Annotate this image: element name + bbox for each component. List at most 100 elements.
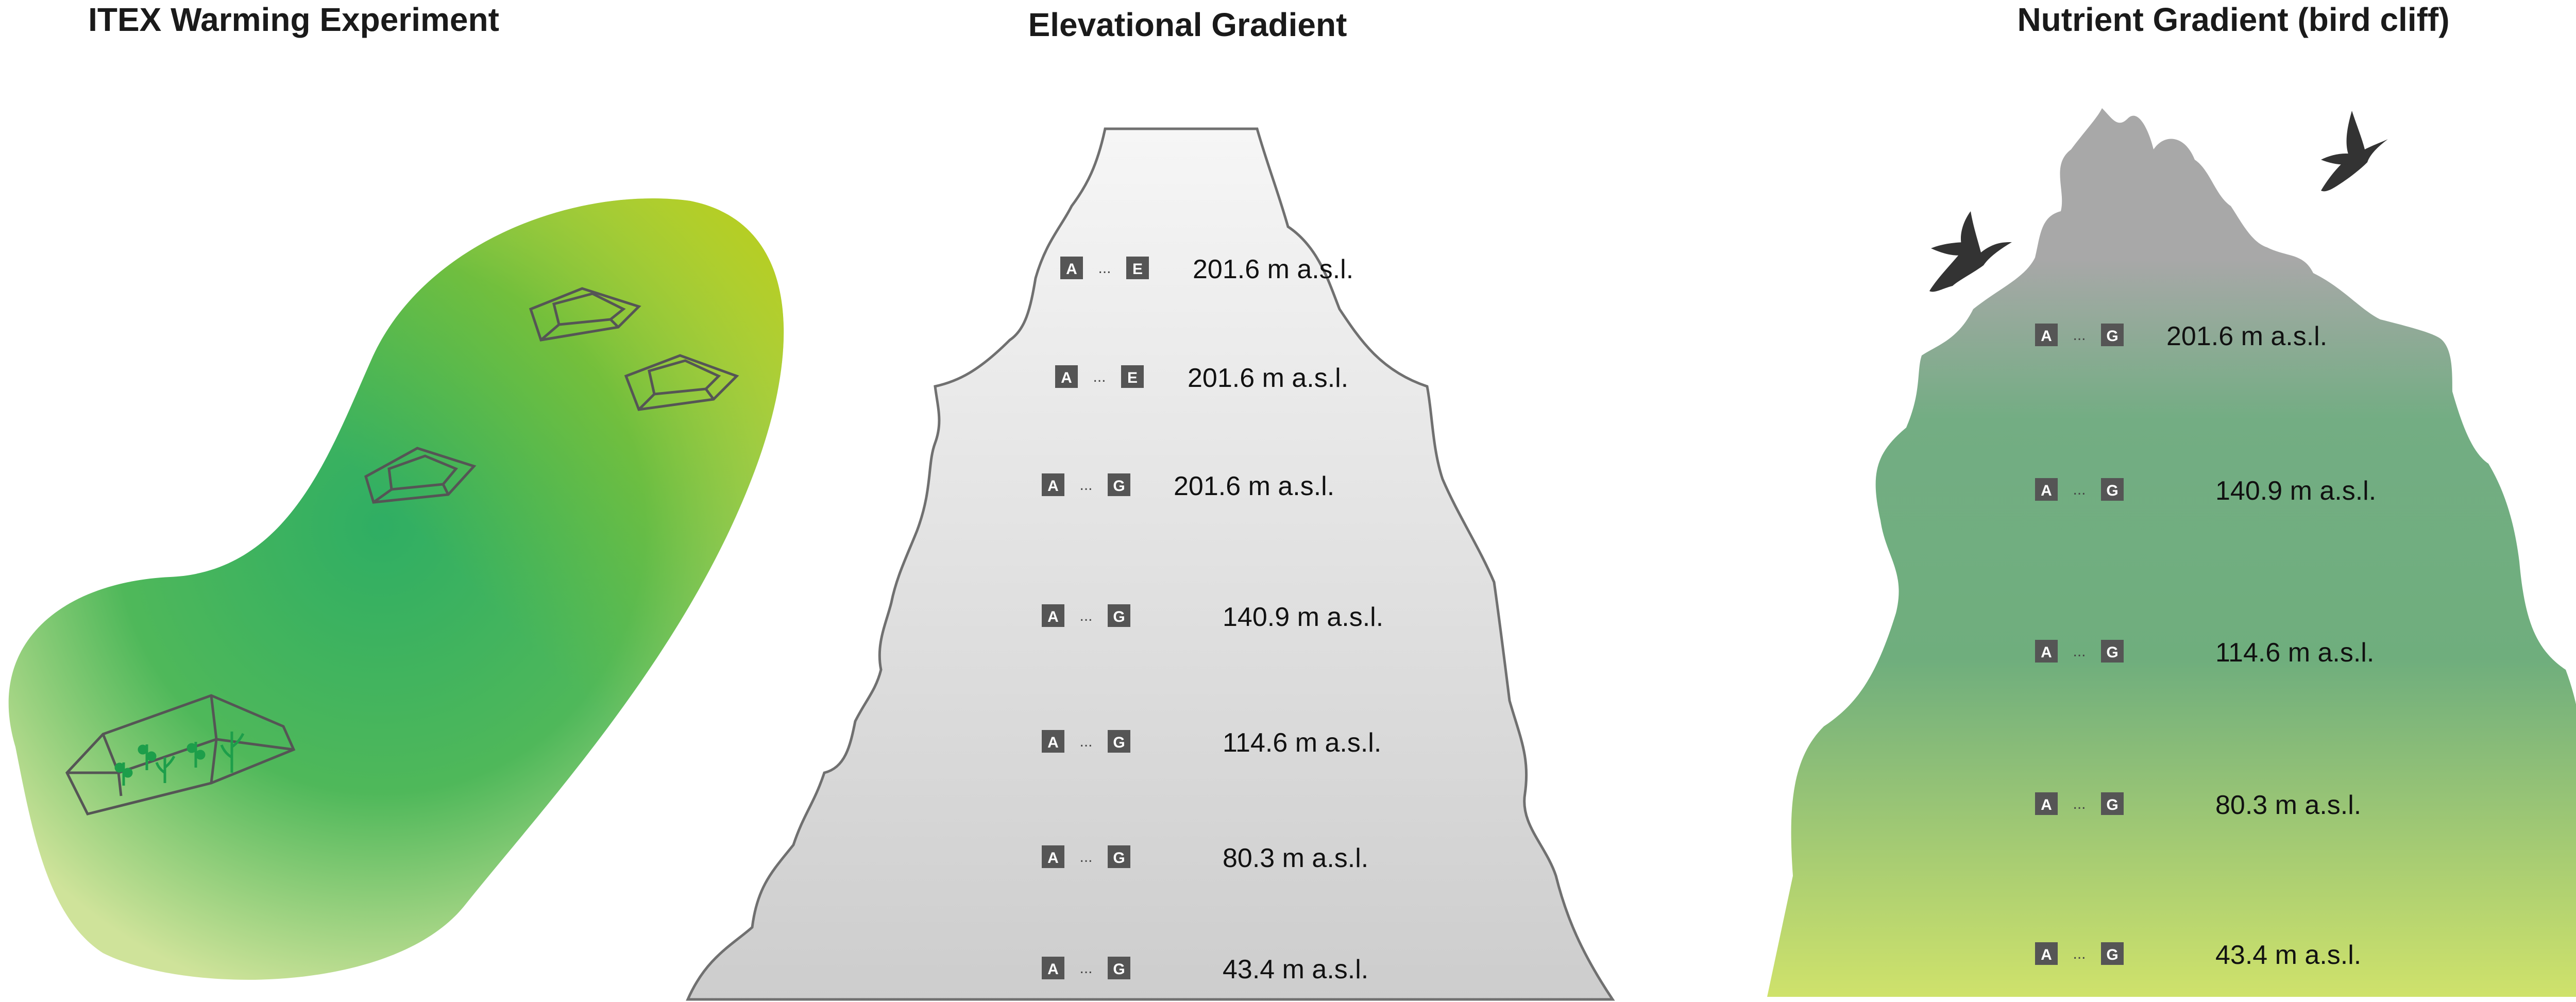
plot-end-badge-box — [1121, 365, 1144, 388]
elevation-label: 80.3 m a.s.l. — [2215, 790, 2361, 820]
plot-row: A... E 201.6 m a.s.l. — [1055, 363, 1348, 393]
elevation-label: 140.9 m a.s.l. — [1223, 602, 1383, 632]
nutrient-title: Nutrient Gradient (bird cliff) — [2017, 1, 2449, 38]
bird-icon — [2321, 111, 2388, 192]
plot-start-badge: A — [2041, 796, 2052, 813]
plot-start-badge-box — [2035, 640, 2058, 663]
plot-start-badge: A — [2041, 482, 2052, 499]
plot-start-badge-box — [1042, 473, 1064, 496]
plot-end-badge-box — [1108, 473, 1130, 496]
plot-end-badge: G — [1113, 961, 1125, 978]
bird-icon — [1929, 211, 2012, 292]
plot-start-badge-box — [2035, 324, 2058, 346]
plot-ellipsis: ... — [2073, 481, 2086, 498]
elevation-label: 201.6 m a.s.l. — [1188, 363, 1348, 393]
elevational-panel: Elevational Gradient A... E 201.6 m a.s.l.… — [686, 6, 1615, 1001]
plot-end-badge: G — [1113, 608, 1125, 625]
plot-start-badge: A — [1061, 369, 1072, 386]
plot-end-badge: G — [2106, 482, 2118, 499]
otc-chamber-icon — [624, 354, 739, 411]
plot-end-badge-box — [2101, 792, 2124, 815]
otc-chamber-icon — [364, 447, 477, 504]
plot-end-badge: G — [2106, 644, 2118, 661]
plot-row: A... G 201.6 m a.s.l. — [1042, 471, 1334, 501]
plot-end-badge: E — [1127, 369, 1138, 386]
bird-cliff-silhouette — [1767, 108, 2576, 997]
plant-icon — [114, 732, 245, 786]
plot-row: A... G 43.4 m a.s.l. — [2035, 940, 2361, 970]
plot-start-badge: A — [2041, 946, 2052, 963]
itex-panel: ITEX Warming Experiment — [8, 1, 784, 980]
plot-end-badge: G — [2106, 946, 2118, 963]
plot-ellipsis: ... — [1079, 960, 1092, 977]
elevation-label: 43.4 m a.s.l. — [2215, 940, 2361, 970]
plot-ellipsis: ... — [1079, 733, 1092, 750]
plot-end-badge: E — [1132, 261, 1143, 278]
plot-ellipsis: ... — [1098, 260, 1111, 277]
plot-end-badge: G — [2106, 328, 2118, 345]
plot-end-badge-box — [1108, 604, 1130, 627]
itex-landscape-tint — [8, 198, 784, 980]
plot-start-badge-box — [1055, 365, 1078, 388]
plot-start-badge: A — [2041, 644, 2052, 661]
plot-row: A... E 201.6 m a.s.l. — [1060, 254, 1353, 284]
plot-start-badge: A — [1047, 850, 1059, 867]
plot-row: A... G 80.3 m a.s.l. — [1042, 843, 1368, 873]
itex-title: ITEX Warming Experiment — [88, 1, 499, 38]
otc-chamber-large-icon — [65, 694, 296, 816]
elevation-label: 43.4 m a.s.l. — [1223, 955, 1368, 984]
elevation-label: 80.3 m a.s.l. — [1223, 843, 1368, 873]
elevational-title: Elevational Gradient — [1028, 6, 1347, 43]
otc-chamber-icon — [529, 287, 641, 342]
plot-end-badge: G — [1113, 478, 1125, 495]
plot-row: A... G 43.4 m a.s.l. — [1042, 955, 1368, 984]
plot-row: A... G 201.6 m a.s.l. — [2035, 321, 2327, 351]
plot-ellipsis: ... — [1093, 368, 1106, 385]
plot-end-badge: G — [2106, 796, 2118, 813]
plot-start-badge: A — [1047, 961, 1059, 978]
plot-row: A... G 140.9 m a.s.l. — [2035, 476, 2376, 506]
plot-end-badge: G — [1113, 734, 1125, 751]
plot-start-badge: A — [1047, 608, 1059, 625]
plot-start-badge-box — [2035, 792, 2058, 815]
plot-ellipsis: ... — [2073, 643, 2086, 660]
plot-end-badge-box — [2101, 478, 2124, 501]
elevation-label: 201.6 m a.s.l. — [2166, 321, 2327, 351]
plot-ellipsis: ... — [2073, 327, 2086, 344]
plot-start-badge-box — [2035, 478, 2058, 501]
elevation-label: 114.6 m a.s.l. — [1223, 728, 1381, 758]
plot-end-badge-box — [2101, 324, 2124, 346]
plot-ellipsis: ... — [2073, 795, 2086, 812]
nutrient-panel: Nutrient Gradient (bird cliff) A... G 201.… — [1767, 1, 2576, 997]
plot-row: A... G 140.9 m a.s.l. — [1042, 602, 1383, 632]
plot-start-badge-box — [1042, 845, 1064, 868]
plot-end-badge-box — [1126, 257, 1149, 279]
mountain-silhouette — [686, 127, 1615, 1001]
elevation-label: 201.6 m a.s.l. — [1193, 254, 1353, 284]
plot-start-badge-box — [1042, 604, 1064, 627]
plot-start-badge: A — [1066, 261, 1077, 278]
plot-start-badge: A — [1047, 478, 1059, 495]
plot-ellipsis: ... — [1079, 607, 1092, 624]
plot-end-badge-box — [2101, 942, 2124, 965]
plot-start-badge: A — [2041, 328, 2052, 345]
plot-end-badge-box — [1108, 730, 1130, 753]
plot-start-badge: A — [1047, 734, 1059, 751]
plot-row: A... G 80.3 m a.s.l. — [2035, 790, 2361, 820]
plot-end-badge-box — [2101, 640, 2124, 663]
plot-start-badge-box — [1060, 257, 1083, 279]
plot-end-badge-box — [1108, 957, 1130, 979]
elevation-label: 140.9 m a.s.l. — [2215, 476, 2376, 506]
plot-ellipsis: ... — [1079, 477, 1092, 494]
elevation-label: 201.6 m a.s.l. — [1174, 471, 1334, 501]
plot-end-badge-box — [1108, 845, 1130, 868]
elevation-label: 114.6 m a.s.l. — [2215, 638, 2374, 668]
plot-row: A... G 114.6 m a.s.l. — [2035, 638, 2374, 668]
plot-start-badge-box — [1042, 957, 1064, 979]
plot-ellipsis: ... — [2073, 945, 2086, 962]
plot-row: A... G 114.6 m a.s.l. — [1042, 728, 1381, 758]
plot-ellipsis: ... — [1079, 848, 1092, 865]
plot-end-badge: G — [1113, 850, 1125, 867]
plot-start-badge-box — [2035, 942, 2058, 965]
